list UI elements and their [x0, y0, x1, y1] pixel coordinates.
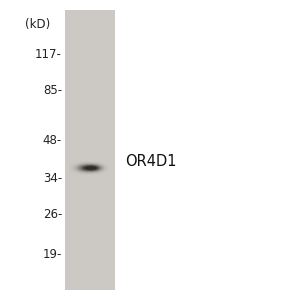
Text: 48-: 48- — [43, 134, 62, 146]
Text: 19-: 19- — [43, 248, 62, 262]
Text: 117-: 117- — [35, 49, 62, 62]
Text: 34-: 34- — [43, 172, 62, 184]
Text: (kD): (kD) — [26, 18, 51, 31]
Text: 26-: 26- — [43, 208, 62, 221]
Text: OR4D1: OR4D1 — [125, 154, 176, 169]
Text: 85-: 85- — [43, 83, 62, 97]
Bar — [65, 10, 115, 290]
